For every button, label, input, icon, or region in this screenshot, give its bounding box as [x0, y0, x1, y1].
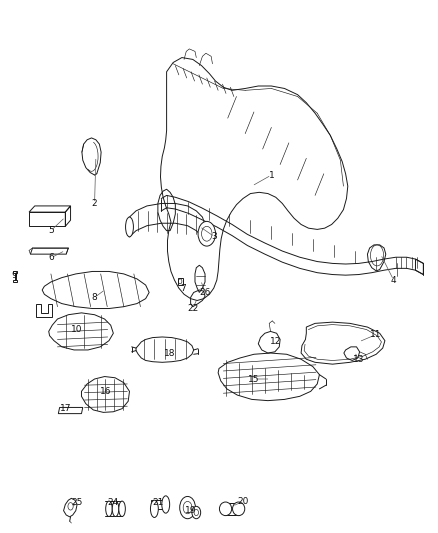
Ellipse shape	[119, 501, 125, 516]
Text: 8: 8	[92, 293, 97, 302]
Ellipse shape	[233, 502, 245, 515]
Ellipse shape	[112, 501, 119, 516]
Text: 2: 2	[92, 199, 97, 208]
Text: 11: 11	[371, 330, 382, 339]
Ellipse shape	[162, 496, 170, 513]
Text: 21: 21	[152, 498, 163, 507]
Text: 16: 16	[100, 387, 111, 396]
Text: 4: 4	[391, 276, 396, 285]
Text: 15: 15	[248, 375, 260, 384]
Text: 13: 13	[353, 355, 364, 364]
Text: 20: 20	[237, 497, 249, 506]
Text: 6: 6	[48, 253, 54, 262]
Text: 17: 17	[60, 404, 71, 413]
Text: 22: 22	[187, 304, 198, 313]
Circle shape	[198, 221, 215, 246]
Text: 3: 3	[212, 232, 218, 241]
Text: 5: 5	[48, 226, 54, 235]
Circle shape	[192, 506, 201, 519]
Text: 18: 18	[164, 349, 176, 358]
Text: 12: 12	[270, 337, 282, 346]
Text: 26: 26	[199, 288, 211, 297]
Text: 10: 10	[71, 325, 83, 334]
Ellipse shape	[219, 502, 232, 515]
Text: 19: 19	[185, 506, 196, 514]
Text: 25: 25	[71, 498, 83, 507]
Text: 7: 7	[180, 284, 186, 293]
Text: 24: 24	[108, 498, 119, 507]
Text: 1: 1	[268, 171, 274, 180]
Ellipse shape	[126, 217, 134, 237]
Ellipse shape	[150, 500, 158, 518]
Text: 9: 9	[11, 271, 17, 280]
Ellipse shape	[106, 501, 112, 516]
Circle shape	[180, 496, 195, 519]
